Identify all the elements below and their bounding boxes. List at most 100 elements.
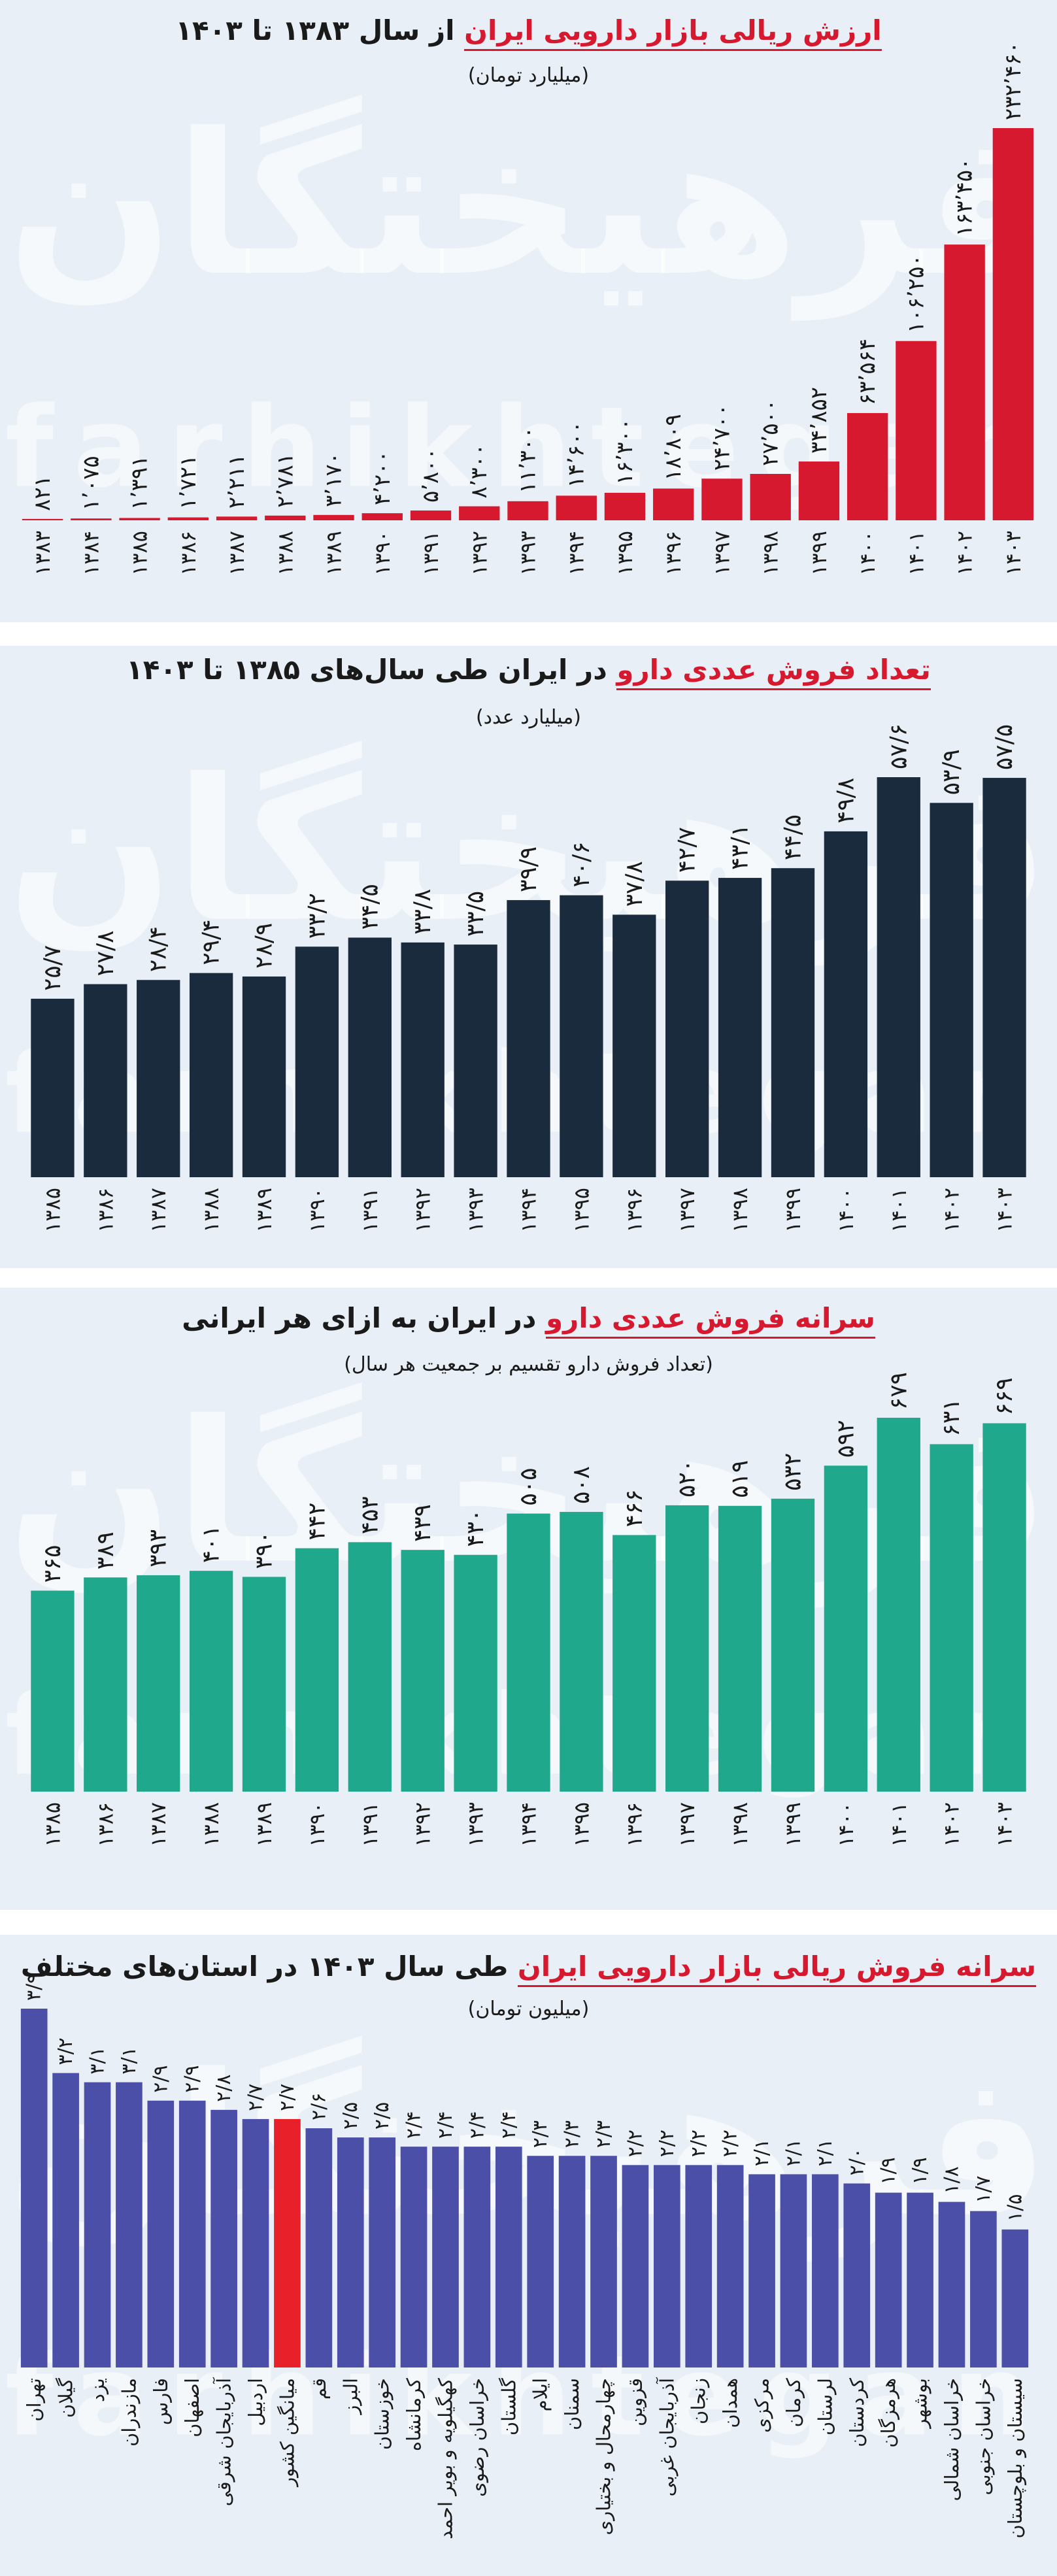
- category-label: ۱۳۹۵: [569, 1188, 594, 1233]
- bar: [560, 1512, 603, 1792]
- value-label: ۳٬۱۷۰: [321, 452, 347, 507]
- bar: [1001, 2229, 1029, 2367]
- bar: [459, 506, 500, 520]
- category-label: ۱۳۹۳: [516, 531, 541, 576]
- bar: [295, 1548, 339, 1792]
- value-label: ۱/۸: [940, 2166, 963, 2194]
- bar: [665, 880, 709, 1177]
- chart-subtitle: (میلیارد عدد): [475, 706, 582, 729]
- value-label: ۲/۳: [592, 2120, 615, 2148]
- bar: [31, 998, 75, 1177]
- value-label: ۵۰۸: [568, 1466, 595, 1504]
- title-highlight: سرانه فروش عددی دارو: [546, 1302, 875, 1339]
- category-label: ۱۳۹۹: [780, 1188, 805, 1233]
- bar: [84, 984, 127, 1177]
- bar: [982, 1423, 1026, 1792]
- category-label: ۱۳۸۸: [199, 1188, 224, 1233]
- category-label: ۱۳۸۷: [146, 1802, 171, 1847]
- category-label: کردستان: [846, 2378, 868, 2447]
- value-label: ۶۷۹: [885, 1372, 912, 1410]
- category-label: آذربایجان غربی: [655, 2377, 678, 2496]
- title-highlight: تعداد فروش عددی دارو: [616, 654, 931, 690]
- category-label: تهران: [23, 2378, 45, 2422]
- category-label: ۱۳۹۷: [675, 1802, 699, 1847]
- category-label: گلستان: [497, 2378, 520, 2435]
- bar: [400, 2147, 428, 2367]
- bar: [116, 2082, 143, 2367]
- bar: [507, 900, 550, 1177]
- bar: [507, 501, 548, 520]
- category-label: سیستان و بلوچستان: [1004, 2378, 1026, 2539]
- value-label: ۲/۰: [845, 2148, 868, 2175]
- category-label: ۱۴۰۲: [939, 1188, 964, 1233]
- bar: [84, 2082, 111, 2367]
- bar: [653, 2165, 680, 2367]
- bar: [944, 244, 985, 520]
- bar: [432, 2147, 459, 2367]
- value-label: ۳۹۳: [145, 1530, 172, 1567]
- category-label: خراسان جنوبی: [972, 2378, 994, 2496]
- value-label: ۵۷/۵: [991, 724, 1018, 770]
- value-label: ۴۵۳: [356, 1496, 383, 1534]
- bar: [216, 516, 258, 520]
- category-label: ۱۳۸۷: [224, 531, 249, 576]
- value-label: ۱۸٬۸۰۹: [660, 414, 686, 480]
- category-label: فارس: [150, 2378, 172, 2425]
- bar: [875, 2192, 902, 2367]
- bar: [361, 513, 403, 520]
- bar: [750, 474, 791, 520]
- bar: [410, 510, 452, 520]
- value-label: ۳۴٬۸۵۲: [806, 387, 832, 454]
- value-label: ۲۳۲٬۴۶۰: [1000, 42, 1026, 120]
- category-label: ۱۳۹۵: [612, 531, 637, 576]
- value-label: ۲۴٬۷۰۰: [709, 404, 735, 471]
- value-label: ۲/۴: [403, 2111, 426, 2139]
- value-label: ۱٬۷۲۱: [175, 455, 201, 510]
- category-label: هرمزگان: [877, 2378, 899, 2448]
- value-label: ۱۶۳٬۴۵۰: [952, 158, 978, 237]
- value-label: ۲/۲: [687, 2130, 710, 2157]
- value-label: ۲/۱: [750, 2139, 773, 2166]
- category-label: قزوین: [624, 2378, 646, 2426]
- value-label: ۲/۷: [276, 2084, 299, 2111]
- bar: [242, 2118, 269, 2367]
- bar: [527, 2156, 554, 2367]
- value-label: ۲٬۲۱۱: [224, 454, 250, 509]
- value-label: ۱٬۰۷۵: [78, 456, 104, 510]
- value-label: ۲/۵: [371, 2102, 394, 2130]
- value-label: ۳۹/۹: [515, 846, 542, 892]
- bar: [495, 2147, 522, 2367]
- value-label: ۲/۴: [434, 2111, 457, 2139]
- category-label: ۱۳۸۴: [78, 531, 103, 576]
- category-label: ۱۴۰۳: [992, 1188, 1017, 1233]
- category-label: خراسان رضوی: [466, 2378, 488, 2497]
- category-label: ۱۴۰۲: [952, 531, 977, 576]
- value-label: ۲/۱: [782, 2139, 805, 2166]
- bar: [604, 492, 646, 520]
- category-label: ۱۳۹۴: [564, 531, 589, 576]
- value-label: ۲/۹: [181, 2065, 204, 2092]
- bar: [167, 517, 209, 520]
- value-label: ۲/۶: [307, 2093, 330, 2120]
- category-label: لرستان: [814, 2378, 836, 2435]
- bar: [337, 2137, 364, 2367]
- category-label: ۱۳۹۹: [807, 531, 831, 576]
- category-label: کرمانشاه: [403, 2378, 425, 2451]
- bar: [843, 2183, 871, 2367]
- bar: [313, 514, 354, 520]
- value-label: ۱/۵: [1003, 2194, 1026, 2222]
- category-label: اصفهان: [181, 2378, 203, 2437]
- value-label: ۱۶٬۳۰۰: [612, 418, 638, 485]
- bar: [560, 895, 603, 1177]
- category-label: ۱۳۸۸: [273, 531, 297, 576]
- chart-title: ارزش ریالی بازار دارویی ایران از سال ۱۳۸…: [0, 14, 1057, 51]
- bar: [119, 518, 160, 520]
- bar: [210, 2109, 237, 2367]
- title-highlight: ارزش ریالی بازار دارویی ایران: [464, 14, 882, 51]
- title-text: در ایران طی سال‌های ۱۳۸۵ تا ۱۴۰۳: [126, 654, 607, 686]
- title-highlight: سرانه فروش ریالی بازار دارویی ایران: [517, 1950, 1037, 1987]
- bar: [305, 2128, 333, 2367]
- category-label: ۱۳۹۰: [370, 531, 395, 576]
- category-label: اردبیل: [244, 2378, 267, 2426]
- bar: [612, 914, 656, 1177]
